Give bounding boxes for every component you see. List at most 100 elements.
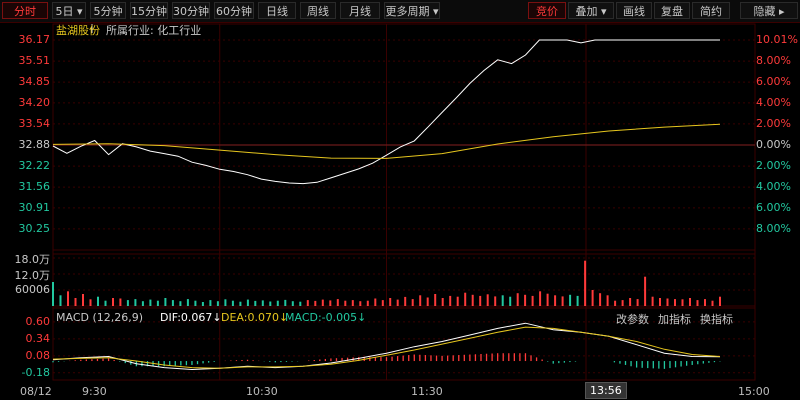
volume-bar: [704, 299, 706, 306]
time-tick-0930: 9:30: [82, 385, 107, 398]
volume-bar: [591, 290, 594, 306]
percent-axis-label: 2.00%: [756, 159, 791, 173]
percent-axis-label: 4.00%: [756, 95, 791, 109]
volume-bar: [52, 282, 54, 306]
volume-axis-label: 12.0万: [14, 269, 51, 282]
volume-bar: [119, 298, 122, 306]
period-tab-6[interactable]: 日线: [258, 2, 296, 19]
volume-bar: [411, 299, 414, 306]
macd-axis-label: -0.18: [21, 365, 50, 379]
volume-bar: [636, 299, 639, 306]
volume-bar: [494, 296, 497, 306]
volume-bar: [539, 291, 542, 306]
industry-label: 所属行业: 化工行业: [106, 24, 202, 37]
average-price-line: [52, 123, 721, 159]
macd-hist-value: MACD:-0.005↓: [285, 311, 367, 324]
period-tab-4[interactable]: 30分钟: [172, 2, 210, 19]
price-axis-label: 30.91: [18, 200, 51, 214]
tool-tab-2[interactable]: 画线: [616, 2, 652, 19]
volume-bar: [112, 298, 114, 306]
price-axis-label: 30.25: [18, 221, 51, 235]
volume-bar: [689, 298, 691, 306]
volume-bar: [531, 295, 534, 306]
tool-tab-3[interactable]: 复盘: [654, 2, 690, 19]
volume-bar: [261, 300, 264, 306]
volume-bar: [404, 296, 407, 306]
volume-bar: [194, 300, 197, 306]
volume-axis-label: 18.0万: [14, 253, 51, 266]
period-tab-8[interactable]: 月线: [340, 2, 380, 19]
time-tick-1030: 10:30: [246, 385, 278, 398]
volume-bar: [426, 297, 429, 306]
price-axis-label: 31.56: [18, 180, 51, 194]
volume-bar: [201, 302, 204, 306]
time-tick-1500: 15:00: [738, 385, 770, 398]
volume-bar: [359, 301, 362, 306]
percent-axis-label: 8.00%: [756, 221, 791, 235]
volume-bar: [696, 300, 699, 306]
crosshair-time-label: 13:56: [585, 382, 627, 399]
volume-bar: [366, 300, 369, 306]
volume-bar: [516, 293, 519, 306]
volume-bar: [291, 301, 294, 306]
volume-bar: [614, 300, 617, 306]
volume-bar: [224, 299, 227, 306]
volume-bar: [479, 295, 482, 306]
volume-bar: [464, 292, 467, 306]
price-axis-label: 33.54: [18, 116, 51, 130]
volume-bar: [156, 300, 159, 306]
volume-bar: [629, 298, 632, 306]
period-tab-5[interactable]: 60分钟: [214, 2, 254, 19]
volume-bar: [449, 295, 452, 306]
volume-bar: [164, 298, 167, 306]
period-tab-9[interactable]: 更多周期 ▾: [384, 2, 440, 19]
volume-bar: [171, 300, 174, 306]
volume-bar: [314, 300, 317, 306]
volume-bar: [396, 299, 399, 306]
volume-bar: [209, 300, 212, 306]
volume-bar: [186, 299, 189, 306]
volume-bar: [276, 300, 279, 306]
price-axis-label: 32.88: [18, 138, 51, 151]
volume-axis-label: 60006: [15, 282, 50, 296]
tool-tab-0[interactable]: 竞价: [528, 2, 566, 19]
volume-bar: [329, 300, 332, 306]
volume-bar: [434, 294, 437, 306]
period-toolbar: 分时 5日 ▾ 5分钟 15分钟 30分钟 60分钟 日线 周线 月线 更多周期 ▾ 竞价 叠加 ▾…: [0, 0, 800, 23]
volume-bar: [67, 291, 69, 306]
volume-bar: [269, 301, 272, 306]
volume-bar: [711, 300, 714, 306]
intraday-chart[interactable]: [0, 23, 800, 400]
volume-bar: [134, 299, 137, 306]
tool-tab-4[interactable]: 简约: [692, 2, 730, 19]
tool-tab-1[interactable]: 叠加 ▾: [568, 2, 614, 19]
volume-bar: [97, 296, 99, 306]
volume-bar: [141, 301, 144, 306]
volume-bar: [89, 299, 92, 306]
period-tab-0[interactable]: 分时: [2, 2, 48, 19]
volume-bar: [284, 299, 287, 306]
volume-bar: [419, 295, 422, 306]
percent-axis-label: 10.01%: [756, 33, 798, 46]
percent-axis-label: 0.00%: [756, 138, 791, 151]
volume-bar: [659, 298, 661, 306]
period-tab-2[interactable]: 5分钟: [90, 2, 126, 19]
volume-bar: [561, 296, 564, 306]
chart-area[interactable]: 盐湖股份 所属行业: 化工行业 36.17 35.51 34.85 34.20 33.5…: [0, 23, 800, 400]
switch-indicator-button[interactable]: 换指标: [700, 313, 733, 326]
volume-bar: [674, 299, 676, 306]
volume-bar: [179, 301, 182, 306]
volume-bar: [351, 300, 354, 306]
price-axis-label: 34.85: [18, 75, 51, 89]
period-tab-7[interactable]: 周线: [300, 2, 336, 19]
volume-bar: [554, 295, 557, 306]
period-tab-1[interactable]: 5日 ▾: [52, 2, 86, 19]
volume-bar: [216, 301, 219, 306]
tool-tab-5[interactable]: 隐藏 ▸: [740, 2, 798, 19]
volume-bar: [374, 298, 377, 306]
period-tab-3[interactable]: 15分钟: [130, 2, 168, 19]
stock-name: 盐湖股份: [56, 24, 100, 37]
add-indicator-button[interactable]: 加指标: [658, 313, 691, 326]
change-params-button[interactable]: 改参数: [616, 313, 649, 326]
percent-axis-label: 8.00%: [756, 54, 791, 68]
